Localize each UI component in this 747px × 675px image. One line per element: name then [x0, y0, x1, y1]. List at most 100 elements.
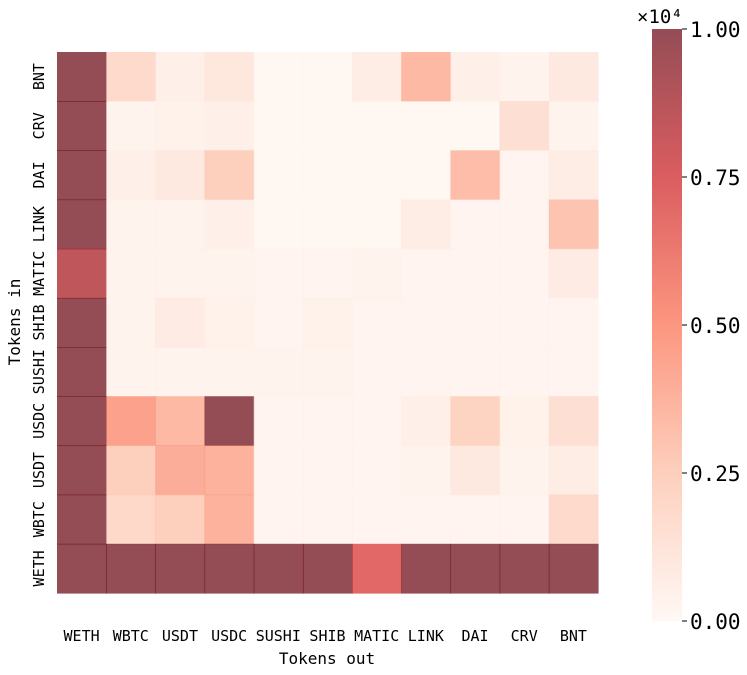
- y-tick-labels: BNT CRV DAI LINK MATIC SHIB SUSHI USDC USDT WBTC W…: [30, 63, 48, 586]
- colorbar-scale-label: ×10⁴: [637, 6, 683, 28]
- heatmap-cell-sushi-crv: [499, 347, 550, 397]
- y-tick-label: WETH: [30, 550, 48, 586]
- x-tick-label: DAI: [461, 627, 488, 645]
- heatmap-cell-crv-shib: [302, 101, 353, 151]
- heatmap-cell-crv-weth: [57, 101, 107, 151]
- heatmap-cell-matic-shib: [302, 248, 353, 299]
- heatmap-cell-dai-weth: [57, 150, 107, 201]
- heatmap-cell-sushi-weth: [57, 347, 107, 397]
- heatmap-cell-bnt-usdt: [155, 52, 206, 102]
- heatmap-cell-weth-matic: [352, 543, 402, 594]
- heatmap-cell-shib-crv: [499, 297, 550, 348]
- heatmap-cell-sushi-dai: [450, 347, 501, 397]
- heatmap-cell-weth-dai: [450, 543, 501, 594]
- heatmap-cell-usdt-matic: [352, 445, 402, 496]
- heatmap-cell-bnt-wbtc: [106, 52, 156, 102]
- heatmap-cell-crv-sushi: [253, 101, 304, 151]
- heatmap-cell-dai-usdt: [155, 150, 206, 201]
- colorbar-tick-label: 0.50: [690, 314, 741, 338]
- heatmap-cell-link-weth: [57, 199, 107, 250]
- heatmap-cell-usdc-usdc: [204, 396, 255, 447]
- heatmap-cell-usdc-dai: [450, 396, 501, 447]
- heatmap-cell-usdt-usdc: [204, 445, 255, 496]
- heatmap-cell-shib-link: [401, 297, 452, 348]
- x-tick-label: MATIC: [354, 627, 399, 645]
- heatmap-cell-dai-dai: [450, 150, 501, 201]
- x-tick-label: USDT: [162, 627, 198, 645]
- heatmap-cell-wbtc-usdc: [204, 494, 255, 545]
- heatmap-cell-weth-crv: [499, 543, 550, 594]
- heatmap-cell-link-sushi: [253, 199, 304, 250]
- y-tick-label: BNT: [30, 63, 48, 90]
- heatmap-cell-usdc-wbtc: [106, 396, 156, 447]
- heatmap-cell-link-matic: [352, 199, 402, 250]
- heatmap-cell-link-wbtc: [106, 199, 156, 250]
- heatmap-cell-shib-sushi: [253, 297, 304, 348]
- heatmap-cell-sushi-matic: [352, 347, 402, 397]
- heatmap-cell-dai-link: [401, 150, 452, 201]
- colorbar-tick-label: 0.75: [690, 166, 741, 190]
- heatmap-cell-matic-matic: [352, 248, 402, 299]
- heatmap-cell-usdt-weth: [57, 445, 107, 496]
- heatmap-cell-usdc-sushi: [253, 396, 304, 447]
- heatmap-cell-usdt-bnt: [548, 445, 599, 496]
- y-tick-label: LINK: [30, 206, 48, 242]
- heatmap-cell-matic-link: [401, 248, 452, 299]
- heatmap-cell-crv-matic: [352, 101, 402, 151]
- heatmap-cell-bnt-link: [401, 52, 452, 102]
- heatmap-cell-matic-sushi: [253, 248, 304, 299]
- heatmap-cell-usdt-wbtc: [106, 445, 156, 496]
- y-tick-label: SHIB: [30, 304, 48, 340]
- heatmap-cell-bnt-shib: [302, 52, 353, 102]
- y-tick-label: WBTC: [30, 501, 48, 537]
- heatmap-cell-wbtc-wbtc: [106, 494, 156, 545]
- heatmap-cell-wbtc-link: [401, 494, 452, 545]
- heatmap-cell-shib-shib: [302, 297, 353, 348]
- heatmap-cell-usdt-dai: [450, 445, 501, 496]
- heatmap-cell-shib-usdc: [204, 297, 255, 348]
- heatmap-cell-link-usdc: [204, 199, 255, 250]
- heatmap-cell-crv-dai: [450, 101, 501, 151]
- x-tick-label: BNT: [560, 627, 587, 645]
- heatmap-cell-weth-link: [401, 543, 452, 594]
- y-tick-label: USDC: [30, 403, 48, 439]
- heatmap-cell-wbtc-bnt: [548, 494, 599, 545]
- heatmap-cell-wbtc-shib: [302, 494, 353, 545]
- x-tick-labels: WETH WBTC USDT USDC SUSHI SHIB MATIC LINK DAI CRV…: [64, 627, 587, 645]
- heatmap-cell-dai-shib: [302, 150, 353, 201]
- heatmap-cell-usdt-usdt: [155, 445, 206, 496]
- heatmap-cell-matic-crv: [499, 248, 550, 299]
- heatmap-cell-sushi-shib: [302, 347, 353, 397]
- y-tick-label: SUSHI: [30, 349, 48, 394]
- y-axis-label: Tokens in: [5, 279, 24, 366]
- heatmap-cell-crv-link: [401, 101, 452, 151]
- heatmap-cell-weth-usdt: [155, 543, 206, 594]
- heatmap-cell-usdt-shib: [302, 445, 353, 496]
- y-tick-label: DAI: [30, 161, 48, 188]
- heatmap-cell-crv-crv: [499, 101, 550, 151]
- heatmap-cell-shib-weth: [57, 297, 107, 348]
- heatmap-cell-crv-bnt: [548, 101, 599, 151]
- heatmap-cell-link-shib: [302, 199, 353, 250]
- y-tick-label: MATIC: [30, 251, 48, 296]
- heatmap-cell-wbtc-crv: [499, 494, 550, 545]
- heatmap-cells: [57, 52, 599, 594]
- heatmap-cell-bnt-dai: [450, 52, 501, 102]
- heatmap-cell-dai-matic: [352, 150, 402, 201]
- heatmap-cell-usdc-weth: [57, 396, 107, 447]
- x-tick-label: USDC: [211, 627, 247, 645]
- heatmap-cell-matic-usdc: [204, 248, 255, 299]
- heatmap-cell-wbtc-weth: [57, 494, 107, 545]
- heatmap-cell-shib-bnt: [548, 297, 599, 348]
- x-tick-label: CRV: [511, 627, 538, 645]
- heatmap-cell-weth-sushi: [253, 543, 304, 594]
- colorbar-tick-label: 1.00: [690, 18, 741, 42]
- x-axis-label: Tokens out: [279, 649, 375, 668]
- heatmap-cell-usdc-shib: [302, 396, 353, 447]
- heatmap-cell-bnt-crv: [499, 52, 550, 102]
- heatmap-cell-bnt-weth: [57, 52, 107, 102]
- heatmap-cell-dai-wbtc: [106, 150, 156, 201]
- heatmap-cell-crv-wbtc: [106, 101, 156, 151]
- heatmap-cell-sushi-bnt: [548, 347, 599, 397]
